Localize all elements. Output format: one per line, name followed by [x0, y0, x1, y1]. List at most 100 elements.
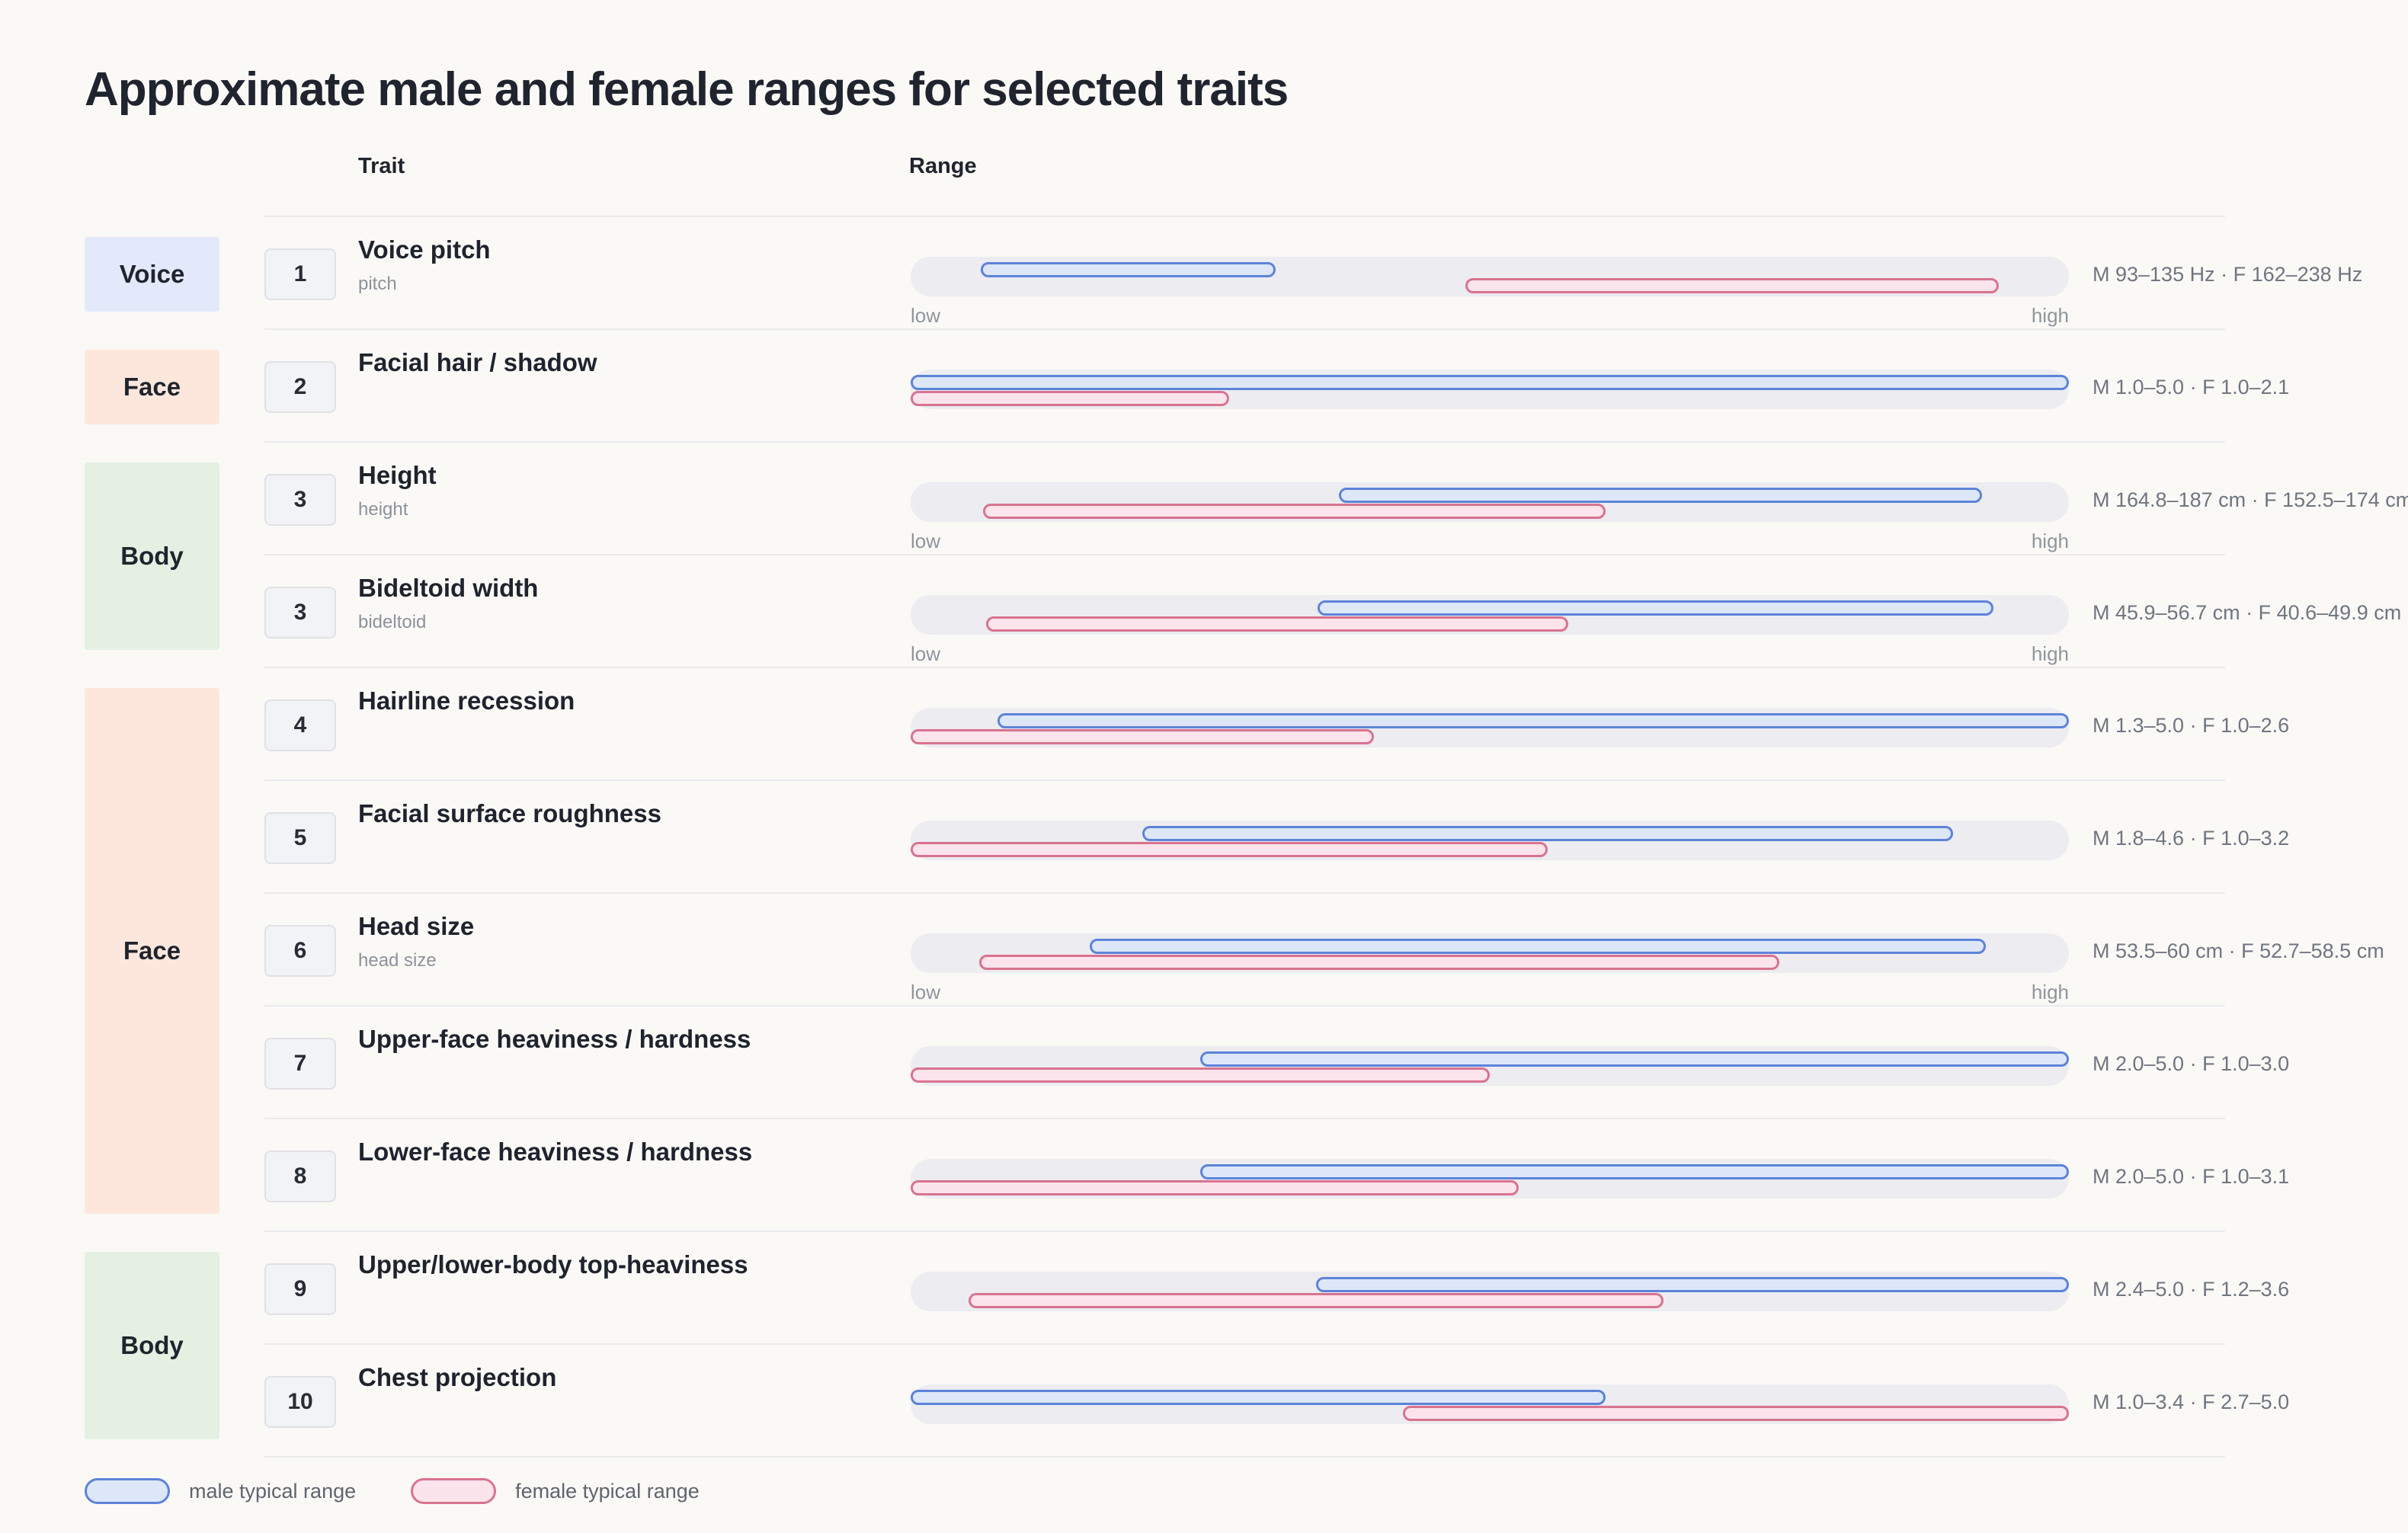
trait-number-badge: 1	[264, 248, 336, 300]
range-track	[911, 257, 2069, 296]
table-row: 8 Lower-face heaviness / hardness M 2.0–…	[264, 1119, 2289, 1232]
category-badge-voice: Voice	[85, 237, 219, 312]
column-header-trait: Trait	[358, 154, 405, 178]
axis-low-label: low	[911, 981, 941, 1003]
range-summary-label: M 164.8–187 cm · F 152.5–174 cm	[2093, 488, 2408, 511]
female-range-pill-icon	[411, 1478, 497, 1504]
range-track	[911, 708, 2069, 747]
trait-subtitle: bideltoid	[358, 612, 427, 633]
range-track	[911, 1159, 2069, 1199]
range-track	[911, 595, 2069, 635]
range-track	[911, 482, 2069, 522]
male-range-bar	[997, 713, 2069, 728]
range-summary-label: M 53.5–60 cm · F 52.7–58.5 cm	[2093, 939, 2384, 962]
male-range-bar	[911, 375, 2069, 390]
female-range-bar	[969, 1293, 1664, 1308]
male-range-bar	[981, 262, 1276, 277]
male-range-bar	[911, 1390, 1606, 1405]
female-range-bar	[911, 1180, 1519, 1195]
range-track	[911, 1272, 2069, 1311]
female-range-bar	[985, 616, 1568, 632]
trait-name: Facial hair / shadow	[358, 348, 597, 376]
category-badge-face: Face	[85, 350, 219, 424]
table-row: 3 Height height low high M 164.8–187 cm …	[264, 443, 2408, 555]
range-summary-label: M 2.0–5.0 · F 1.0–3.0	[2093, 1052, 2290, 1075]
trait-number-badge: 3	[264, 474, 336, 526]
legend-male-label: male typical range	[189, 1479, 357, 1503]
legend-item-male: male typical range	[85, 1478, 356, 1504]
legend-item-female: female typical range	[411, 1478, 700, 1504]
legend: male typical range female typical range	[85, 1478, 700, 1504]
axis-endpoint-labels: low high	[911, 981, 2069, 1004]
male-range-pill-icon	[85, 1478, 170, 1504]
table-row: 3 Bideltoid width bideltoid low high M 4…	[264, 555, 2401, 668]
table-row: 5 Facial surface roughness M 1.8–4.6 · F…	[264, 781, 2289, 894]
table-row: 9 Upper/lower-body top-heaviness M 2.4–5…	[264, 1232, 2289, 1345]
axis-endpoint-labels: low high	[911, 304, 2069, 328]
trait-subtitle: head size	[358, 950, 437, 971]
female-range-bar	[911, 729, 1374, 744]
table-row: 6 Head size head size low high M 53.5–60…	[264, 894, 2384, 1007]
category-badge-body: Body	[85, 462, 219, 650]
trait-number-badge: 8	[264, 1151, 336, 1202]
range-track	[911, 933, 2069, 973]
trait-name: Lower-face heaviness / hardness	[358, 1138, 753, 1166]
axis-high-label: high	[2031, 304, 2069, 327]
table-row: 7 Upper-face heaviness / hardness M 2.0–…	[264, 1007, 2289, 1119]
male-range-bar	[1200, 1051, 2069, 1067]
trait-number-badge: 4	[264, 699, 336, 751]
table-row: 10 Chest projection M 1.0–3.4 · F 2.7–5.…	[264, 1345, 2289, 1458]
trait-name: Voice pitch	[358, 235, 491, 264]
range-summary-label: M 1.8–4.6 · F 1.0–3.2	[2093, 827, 2290, 850]
trait-name: Upper-face heaviness / hardness	[358, 1025, 751, 1053]
table-row: 1 Voice pitch pitch low high M 93–135 Hz…	[264, 217, 2362, 330]
trait-name: Chest projection	[358, 1363, 557, 1391]
male-range-bar	[1200, 1164, 2069, 1179]
range-summary-label: M 45.9–56.7 cm · F 40.6–49.9 cm	[2093, 601, 2402, 624]
range-summary-label: M 1.3–5.0 · F 1.0–2.6	[2093, 714, 2290, 737]
category-badge-face: Face	[85, 688, 219, 1214]
trait-subtitle: height	[358, 499, 408, 520]
range-summary-label: M 2.4–5.0 · F 1.2–3.6	[2093, 1278, 2290, 1301]
axis-high-label: high	[2031, 642, 2069, 665]
female-range-bar	[1465, 278, 1999, 293]
table-row: 4 Hairline recession M 1.3–5.0 · F 1.0–2…	[264, 668, 2289, 781]
female-range-bar	[911, 391, 1229, 406]
category-badge-body: Body	[85, 1252, 219, 1439]
trait-name: Bideltoid width	[358, 574, 539, 602]
range-summary-label: M 2.0–5.0 · F 1.0–3.1	[2093, 1165, 2290, 1188]
range-track	[911, 1046, 2069, 1086]
trait-number-badge: 5	[264, 812, 336, 864]
page-title: Approximate male and female ranges for s…	[85, 63, 1289, 116]
range-track	[911, 821, 2069, 860]
legend-female-label: female typical range	[515, 1479, 700, 1503]
axis-endpoint-labels: low high	[911, 530, 2069, 553]
table-row: 2 Facial hair / shadow M 1.0–5.0 · F 1.0…	[264, 330, 2289, 443]
axis-low-label: low	[911, 642, 941, 665]
trait-number-badge: 7	[264, 1038, 336, 1090]
male-range-bar	[1142, 826, 1953, 841]
trait-number-badge: 3	[264, 587, 336, 638]
range-summary-label: M 93–135 Hz · F 162–238 Hz	[2093, 263, 2363, 286]
range-track	[911, 370, 2069, 409]
trait-table: 1 Voice pitch pitch low high M 93–135 Hz…	[264, 216, 2408, 1458]
male-range-bar	[1090, 939, 1987, 954]
trait-name: Head size	[358, 912, 475, 940]
trait-subtitle: pitch	[358, 274, 397, 295]
trait-number-badge: 10	[264, 1376, 336, 1428]
range-track	[911, 1384, 2069, 1424]
trait-name: Facial surface roughness	[358, 799, 661, 827]
trait-name: Hairline recession	[358, 686, 575, 715]
female-range-bar	[983, 504, 1606, 519]
range-summary-label: M 1.0–5.0 · F 1.0–2.1	[2093, 376, 2290, 398]
female-range-bar	[1403, 1406, 2069, 1421]
trait-number-badge: 6	[264, 925, 336, 977]
trait-number-badge: 2	[264, 361, 336, 413]
male-range-bar	[1316, 1277, 2069, 1292]
female-range-bar	[911, 842, 1548, 857]
axis-high-label: high	[2031, 530, 2069, 552]
axis-low-label: low	[911, 304, 941, 327]
trait-name: Upper/lower-body top-heaviness	[358, 1250, 748, 1279]
column-header-range: Range	[909, 154, 977, 178]
